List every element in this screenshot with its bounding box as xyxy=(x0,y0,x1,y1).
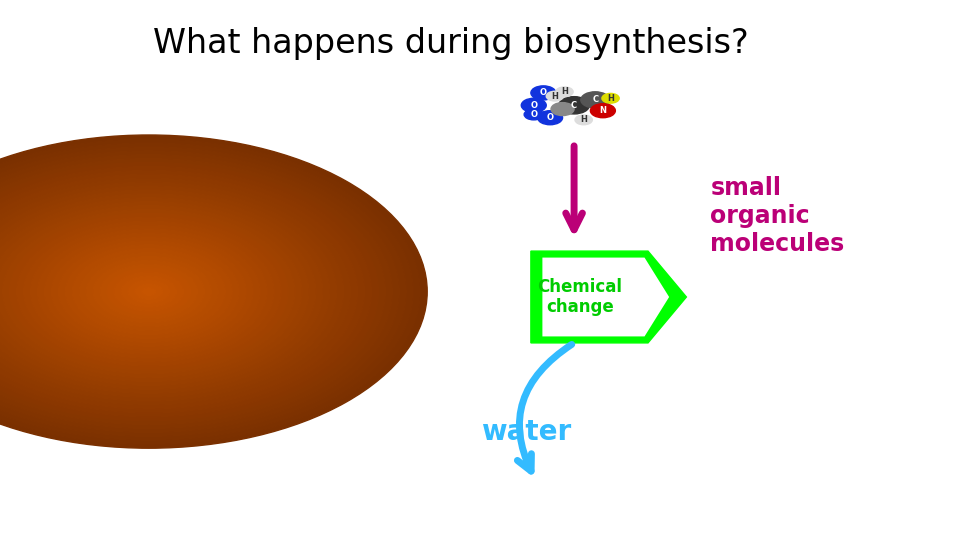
Circle shape xyxy=(10,213,288,370)
Text: H: H xyxy=(551,92,559,100)
Circle shape xyxy=(0,182,344,401)
Circle shape xyxy=(524,109,543,120)
Circle shape xyxy=(590,104,615,118)
Circle shape xyxy=(538,111,563,125)
Circle shape xyxy=(72,248,226,335)
Circle shape xyxy=(0,159,385,424)
Text: O: O xyxy=(530,110,538,119)
Circle shape xyxy=(581,92,610,108)
Polygon shape xyxy=(531,251,686,343)
Circle shape xyxy=(37,229,260,354)
Circle shape xyxy=(0,201,309,382)
Circle shape xyxy=(0,147,406,436)
Circle shape xyxy=(108,268,190,315)
Text: C: C xyxy=(571,101,577,110)
Circle shape xyxy=(0,186,337,397)
Circle shape xyxy=(65,245,232,339)
Circle shape xyxy=(0,198,316,386)
Circle shape xyxy=(0,139,420,444)
Circle shape xyxy=(114,272,183,311)
Circle shape xyxy=(52,237,246,347)
Text: water: water xyxy=(481,418,571,446)
Circle shape xyxy=(0,135,427,448)
Circle shape xyxy=(24,221,275,362)
Text: H: H xyxy=(580,116,588,124)
Circle shape xyxy=(0,174,357,409)
Text: O: O xyxy=(530,101,538,110)
Circle shape xyxy=(602,93,619,103)
Text: H: H xyxy=(607,94,614,103)
Circle shape xyxy=(86,256,211,327)
Circle shape xyxy=(0,154,393,429)
Text: small
organic
molecules: small organic molecules xyxy=(710,176,845,256)
Circle shape xyxy=(0,170,365,413)
Circle shape xyxy=(128,280,170,303)
Circle shape xyxy=(0,178,350,405)
Circle shape xyxy=(0,190,330,393)
Circle shape xyxy=(0,143,413,441)
Circle shape xyxy=(556,87,573,97)
Circle shape xyxy=(0,163,378,421)
Circle shape xyxy=(559,97,589,114)
Circle shape xyxy=(575,115,592,125)
Circle shape xyxy=(3,210,295,374)
Circle shape xyxy=(521,98,546,112)
Text: What happens during biosynthesis?: What happens during biosynthesis? xyxy=(154,27,749,60)
Text: O: O xyxy=(540,89,547,97)
Circle shape xyxy=(0,151,399,433)
Circle shape xyxy=(0,206,301,378)
Circle shape xyxy=(0,194,323,389)
Circle shape xyxy=(546,91,564,101)
Text: Chemical
change: Chemical change xyxy=(538,278,622,316)
Polygon shape xyxy=(542,258,669,336)
Circle shape xyxy=(80,252,219,330)
Circle shape xyxy=(0,166,372,417)
Circle shape xyxy=(134,284,162,299)
Text: N: N xyxy=(599,106,607,115)
FancyArrowPatch shape xyxy=(517,345,572,471)
Circle shape xyxy=(142,288,156,295)
Circle shape xyxy=(531,86,556,100)
Circle shape xyxy=(93,260,204,323)
Text: C: C xyxy=(592,96,598,104)
Circle shape xyxy=(551,103,574,116)
Circle shape xyxy=(59,241,239,342)
Circle shape xyxy=(31,225,267,358)
Text: O: O xyxy=(546,113,554,122)
Circle shape xyxy=(16,217,281,366)
Circle shape xyxy=(44,233,253,350)
Circle shape xyxy=(121,276,177,307)
Circle shape xyxy=(100,264,198,319)
Text: H: H xyxy=(561,87,568,96)
